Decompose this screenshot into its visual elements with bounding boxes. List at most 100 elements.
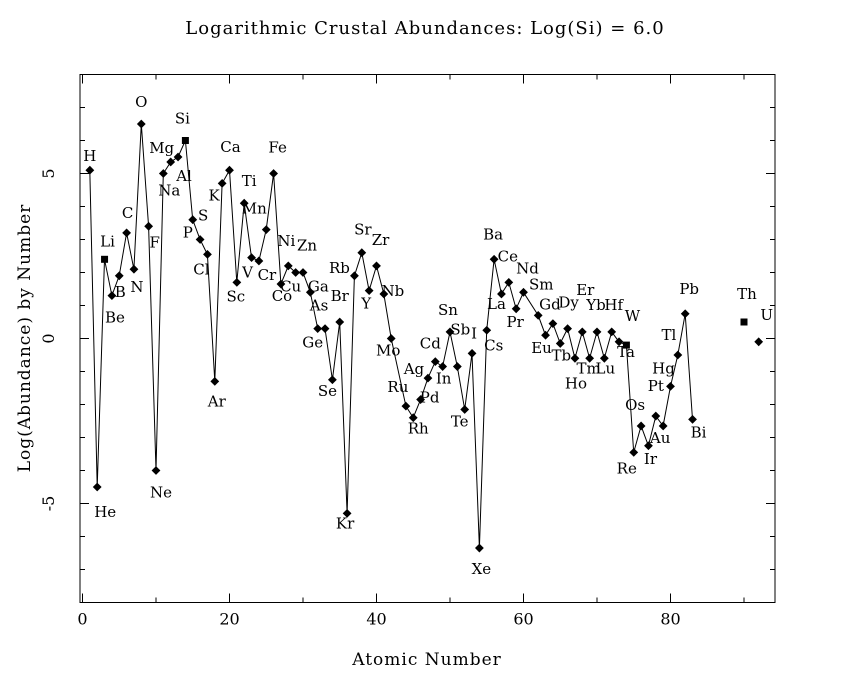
y-tick-label: 5 bbox=[39, 168, 58, 178]
point-U bbox=[754, 337, 764, 347]
point-Tb bbox=[555, 339, 565, 348]
point-Co bbox=[276, 279, 286, 289]
point-C bbox=[122, 228, 131, 238]
point-Br bbox=[335, 317, 345, 327]
point-Hg bbox=[666, 381, 675, 391]
label-Tl: Tl bbox=[661, 326, 676, 344]
label-Pr: Pr bbox=[507, 313, 525, 331]
label-Ar: Ar bbox=[207, 392, 227, 410]
point-P bbox=[188, 215, 198, 225]
label-Os: Os bbox=[625, 396, 645, 414]
point-Y bbox=[364, 286, 374, 296]
point-Tl bbox=[673, 350, 683, 360]
point-Mo bbox=[386, 334, 396, 343]
point-Hf bbox=[607, 327, 617, 337]
point-Li bbox=[101, 255, 109, 263]
point-Sn bbox=[445, 327, 455, 337]
point-Ca bbox=[225, 165, 234, 175]
point-N bbox=[129, 264, 139, 274]
label-Ni: Ni bbox=[277, 232, 295, 250]
point-Bi bbox=[688, 414, 697, 424]
label-U: U bbox=[760, 306, 773, 324]
point-Eu bbox=[541, 330, 550, 340]
x-tick-label: 60 bbox=[513, 610, 533, 629]
label-Zn: Zn bbox=[297, 237, 317, 255]
label-Rh: Rh bbox=[408, 420, 429, 438]
point-Zn bbox=[298, 268, 308, 277]
label-Dy: Dy bbox=[558, 294, 579, 312]
label-C: C bbox=[122, 204, 133, 222]
point-S bbox=[195, 235, 205, 244]
label-Hf: Hf bbox=[604, 296, 624, 314]
label-Kr: Kr bbox=[336, 514, 355, 532]
label-Ir: Ir bbox=[644, 450, 658, 468]
label-Th: Th bbox=[737, 285, 757, 303]
point-W bbox=[622, 341, 630, 349]
label-Y: Y bbox=[360, 295, 372, 313]
point-Sc bbox=[232, 278, 242, 287]
label-Ba: Ba bbox=[483, 225, 503, 243]
chart-title: Logarithmic Crustal Abundances: Log(Si) … bbox=[185, 18, 664, 39]
point-Th bbox=[740, 318, 748, 326]
label-B: B bbox=[115, 283, 126, 301]
label-Mg: Mg bbox=[149, 139, 174, 157]
label-Ta: Ta bbox=[617, 343, 635, 361]
point-Pt bbox=[651, 411, 661, 421]
label-La: La bbox=[487, 295, 506, 313]
label-Re: Re bbox=[617, 459, 637, 477]
point-In bbox=[438, 362, 448, 371]
label-Ge: Ge bbox=[302, 334, 323, 352]
point-Ge bbox=[313, 324, 323, 333]
label-Cu: Cu bbox=[280, 278, 301, 296]
point-Be bbox=[107, 291, 117, 300]
point-Re bbox=[629, 447, 639, 457]
x-tick-label: 20 bbox=[219, 610, 239, 629]
label-Cl: Cl bbox=[193, 260, 209, 278]
point-Au bbox=[658, 421, 668, 431]
label-Cd: Cd bbox=[420, 335, 441, 353]
label-Sr: Sr bbox=[354, 221, 372, 239]
label-K: K bbox=[209, 186, 221, 204]
label-Sc: Sc bbox=[227, 287, 246, 305]
point-Ni bbox=[283, 261, 293, 271]
label-Sn: Sn bbox=[438, 301, 458, 319]
point-Rb bbox=[350, 271, 359, 281]
label-Pd: Pd bbox=[420, 389, 440, 407]
label-Fe: Fe bbox=[268, 139, 287, 157]
label-H: H bbox=[83, 147, 96, 165]
point-Mg bbox=[166, 157, 176, 167]
point-Sm bbox=[533, 311, 543, 320]
point-Xe bbox=[474, 543, 484, 553]
point-Os bbox=[636, 421, 646, 431]
point-Fe bbox=[269, 169, 278, 178]
point-Mn bbox=[261, 225, 271, 234]
point-O bbox=[136, 119, 146, 129]
label-Se: Se bbox=[318, 382, 337, 400]
point-Sr bbox=[357, 248, 367, 258]
x-tick-label: 0 bbox=[77, 610, 87, 629]
label-Mo: Mo bbox=[376, 342, 400, 360]
point-V bbox=[247, 253, 256, 263]
label-Te: Te bbox=[451, 412, 469, 430]
point-He bbox=[92, 482, 102, 492]
point-Tm bbox=[585, 353, 595, 363]
label-Sb: Sb bbox=[450, 321, 470, 339]
point-Nd bbox=[519, 287, 528, 297]
label-Rb: Rb bbox=[329, 259, 350, 277]
label-Xe: Xe bbox=[472, 560, 492, 578]
label-Be: Be bbox=[105, 309, 125, 327]
point-Si bbox=[181, 137, 189, 144]
point-Ir bbox=[644, 441, 653, 451]
point-Cl bbox=[203, 249, 212, 259]
label-Ru: Ru bbox=[387, 378, 408, 396]
y-tick-label: 0 bbox=[39, 333, 58, 343]
point-Ne bbox=[151, 466, 161, 475]
point-Er bbox=[577, 327, 587, 337]
label-Lu: Lu bbox=[596, 359, 616, 377]
point-Ba bbox=[489, 254, 499, 264]
point-Ta bbox=[614, 337, 624, 347]
label-Li: Li bbox=[100, 232, 115, 250]
label-Gd: Gd bbox=[539, 296, 561, 314]
